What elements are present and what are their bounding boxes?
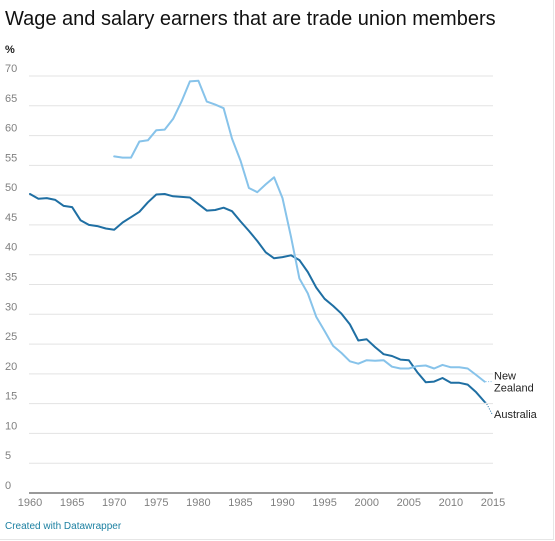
- y-tick-label: 55: [5, 152, 17, 164]
- series-label-australia: Australia: [494, 409, 538, 421]
- y-tick-label: 65: [5, 93, 17, 105]
- y-tick-label: 5: [5, 450, 11, 462]
- series-line-australia: [29, 193, 486, 403]
- y-tick-label: 50: [5, 182, 17, 194]
- x-tick-label: 2005: [397, 497, 421, 509]
- y-tick-label: 0: [5, 480, 11, 492]
- y-tick-label: 30: [5, 301, 17, 313]
- x-tick-label: 1960: [18, 497, 42, 509]
- y-tick-label: 10: [5, 420, 17, 432]
- y-tick-labels: 0 5 10 15 20 25 30 35 40 45 50 55 60 65 70: [5, 63, 17, 492]
- y-axis-unit-label: %: [5, 44, 15, 56]
- x-tick-label: 2015: [481, 497, 505, 509]
- datawrapper-credit-link[interactable]: Created with Datawrapper: [5, 521, 122, 532]
- x-tick-labels: 1960 1965 1970 1975 1980 1985 1990 1995 2000 2005…: [18, 497, 505, 509]
- series-line-new-zealand: [113, 79, 486, 383]
- y-tick-label: 70: [5, 63, 17, 75]
- gridlines: [29, 75, 493, 494]
- x-tick-label: 2010: [439, 497, 463, 509]
- x-tick-label: 1985: [228, 497, 252, 509]
- y-tick-label: 40: [5, 242, 17, 254]
- x-tick-label: 1970: [102, 497, 126, 509]
- x-tick-label: 1980: [186, 497, 210, 509]
- series-label-new-zealand: New: [494, 371, 516, 383]
- y-tick-label: 15: [5, 391, 17, 403]
- x-tick-label: 2000: [354, 497, 378, 509]
- y-tick-label: 60: [5, 123, 17, 135]
- line-chart: 0 5 10 15 20 25 30 35 40 45 50 55 60 65 70 1960 1965 197…: [5, 63, 538, 509]
- y-tick-label: 25: [5, 331, 17, 343]
- y-tick-label: 35: [5, 272, 17, 284]
- y-tick-label: 20: [5, 361, 17, 373]
- x-tick-label: 1995: [312, 497, 336, 509]
- y-tick-label: 45: [5, 212, 17, 224]
- x-tick-label: 1990: [270, 497, 294, 509]
- series-label-new-zealand: Zealand: [494, 383, 534, 395]
- series-lines: [29, 79, 486, 403]
- chart-title: Wage and salary earners that are trade u…: [5, 8, 496, 30]
- x-tick-label: 1975: [144, 497, 168, 509]
- x-tick-label: 1965: [60, 497, 84, 509]
